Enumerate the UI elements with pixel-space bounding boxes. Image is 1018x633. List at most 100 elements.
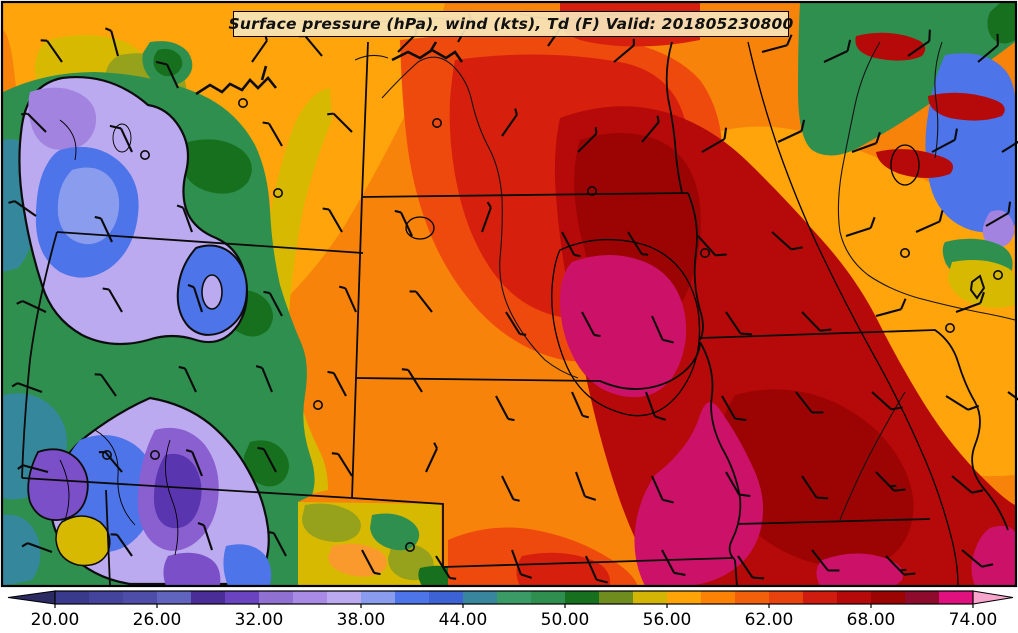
- wind-barb: [645, 391, 667, 421]
- border-mt-wy: [56, 231, 364, 254]
- wind-barb: [651, 475, 674, 504]
- wind-barb: [17, 464, 49, 474]
- border-red-river: [665, 41, 683, 194]
- wind-barb: [985, 201, 1012, 227]
- colorbar: 20.00 26.00 32.00 38.00 44.00 50.00 56.00 62.00…: [7, 590, 1014, 630]
- calm-station-circle: [699, 248, 710, 259]
- colorbar-tick-label: 20.00: [31, 610, 80, 630]
- wind-barb: [777, 119, 806, 143]
- colorbar-tick-label: 74.00: [949, 610, 998, 630]
- colorbar-tick-label: 32.00: [235, 610, 284, 630]
- wind-barb: [40, 39, 63, 63]
- colorbar-body: [7, 590, 1014, 605]
- state-borders: [21, 41, 1009, 587]
- wind-barb: [627, 231, 649, 256]
- wind-barb: [931, 128, 958, 153]
- colorbar-tick-label: 68.00: [847, 610, 896, 630]
- calm-station-circle: [992, 269, 1003, 280]
- wind-barb: [955, 291, 985, 313]
- wind-barb: [21, 542, 53, 553]
- small-lake: [969, 274, 986, 300]
- pressure-contours: [59, 41, 959, 587]
- wind-barb: [907, 29, 931, 57]
- border-104w: [351, 41, 369, 499]
- colorbar-tick-label: 50.00: [541, 610, 590, 630]
- wind-barb: [697, 235, 727, 257]
- wind-barb: [327, 112, 353, 133]
- map-title: Surface pressure (hPa), wind (kts), Td (…: [229, 11, 793, 37]
- colorbar-labels: 20.00 26.00 32.00 38.00 44.00 50.00 56.00 62.00…: [31, 610, 998, 630]
- map-title-text: Surface pressure (hPa), wind (kts), Td (…: [228, 15, 794, 33]
- wind-barb: [322, 207, 343, 233]
- wind-barb: [401, 368, 423, 393]
- wind-barb: [951, 475, 984, 494]
- wind-barb: [585, 555, 608, 584]
- calm-station-circle: [312, 399, 323, 410]
- calm-station-circle: [102, 449, 113, 460]
- wind-barb: [1007, 391, 1018, 409]
- wind-barbs: [8, 13, 1018, 584]
- wind-barb: [871, 391, 903, 411]
- wind-barb: [102, 287, 123, 313]
- colorbar-tick-label: 38.00: [337, 610, 386, 630]
- wind-barb: [8, 200, 37, 217]
- wind-barb: [110, 533, 133, 557]
- wind-barb: [845, 216, 876, 237]
- calm-station-circle: [404, 541, 415, 552]
- wind-barb: [1001, 137, 1018, 153]
- calm-station-circle: [140, 150, 151, 161]
- border-wy-co: [21, 477, 353, 499]
- wind-barb: [178, 365, 197, 393]
- td-shading: [3, 3, 1016, 587]
- wind-barb: [977, 33, 999, 63]
- wind-barb: [109, 124, 133, 153]
- wind-barb: [701, 127, 728, 153]
- border-mn-ia: [699, 329, 1009, 531]
- wind-barb: [561, 231, 581, 258]
- wind-barb: [915, 210, 944, 233]
- wind-barb: [263, 290, 283, 317]
- border-id-wy: [21, 231, 58, 479]
- border-ne-ia: [699, 341, 742, 561]
- lake-oahe: [195, 65, 278, 96]
- wind-barb: [811, 549, 840, 572]
- calm-station-circle: [150, 449, 161, 460]
- wind-barb: [176, 204, 193, 233]
- wind-barb: [501, 108, 518, 137]
- colorbar-tick-label: 26.00: [133, 610, 182, 630]
- wind-barb: [495, 395, 515, 422]
- wind-barb: [21, 112, 47, 133]
- wind-barb: [721, 395, 747, 422]
- border-nd-sd: [361, 192, 689, 198]
- border-mn-west: [687, 192, 704, 341]
- wind-barb: [187, 284, 203, 313]
- wind-barb: [795, 391, 824, 414]
- colorbar-tick-label: 56.00: [643, 610, 692, 630]
- wind-barb: [361, 549, 381, 576]
- wind-barb: [267, 530, 287, 557]
- colorbar-tick-label: 62.00: [745, 610, 794, 630]
- wind-barb: [338, 285, 357, 313]
- wind-barb: [737, 555, 764, 580]
- wind-barb: [94, 215, 113, 243]
- wind-barb: [505, 311, 527, 336]
- colorbar-tick-label: 44.00: [439, 610, 488, 630]
- wind-barb: [425, 442, 438, 473]
- calm-station-circle: [586, 186, 597, 197]
- wind-barb: [875, 298, 907, 318]
- wind-barb: [155, 60, 179, 89]
- border-ks-mo: [734, 559, 738, 587]
- wind-barb: [185, 449, 203, 477]
- wind-barb: [575, 471, 597, 501]
- wind-barb: [613, 38, 635, 63]
- wind-barb: [331, 452, 353, 477]
- wind-barb: [501, 475, 520, 502]
- wind-barb: [409, 290, 433, 313]
- lakes: [195, 41, 986, 300]
- wind-barb: [94, 373, 117, 397]
- wind-barb: [394, 209, 413, 237]
- wind-barb: [885, 555, 916, 576]
- wind-barb: [851, 131, 881, 153]
- wind-barb: [761, 34, 793, 54]
- wind-barb: [577, 127, 598, 153]
